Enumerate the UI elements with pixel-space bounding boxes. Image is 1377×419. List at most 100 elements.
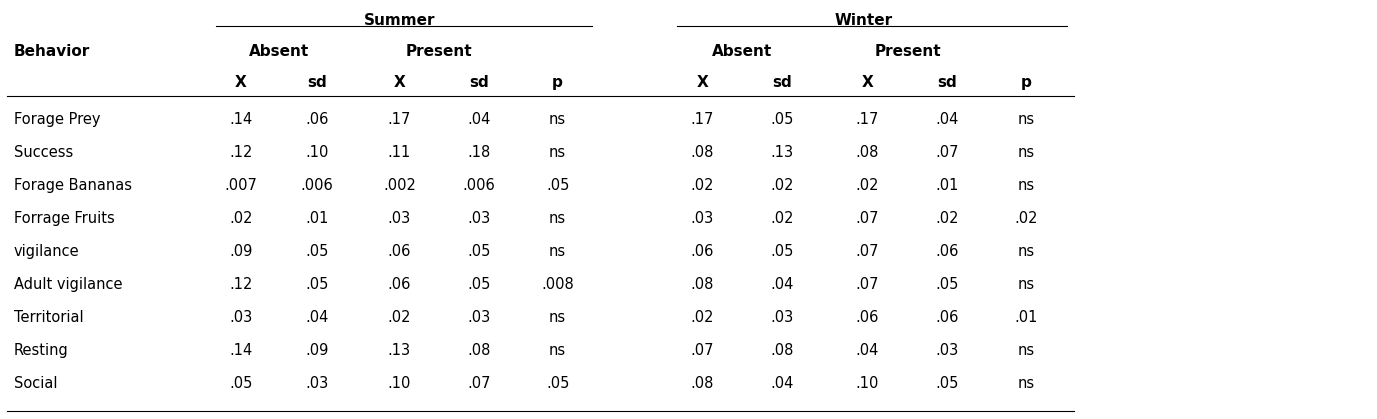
Text: .01: .01 [306,211,328,226]
Text: p: p [1020,75,1031,90]
Text: .12: .12 [230,145,252,160]
Text: .10: .10 [388,376,410,391]
Text: .002: .002 [383,178,416,193]
Text: .06: .06 [388,277,410,292]
Text: .09: .09 [230,244,252,259]
Text: .05: .05 [306,277,328,292]
Text: Success: Success [14,145,73,160]
Text: .04: .04 [306,310,328,325]
Text: ns: ns [549,112,566,127]
Text: ns: ns [549,145,566,160]
Text: sd: sd [938,75,957,90]
Text: Winter: Winter [834,13,894,28]
Text: ns: ns [1018,178,1034,193]
Text: X: X [235,75,246,90]
Text: .14: .14 [230,343,252,358]
Text: .08: .08 [691,376,713,391]
Text: ns: ns [1018,145,1034,160]
Text: .03: .03 [230,310,252,325]
Text: .006: .006 [463,178,496,193]
Text: .02: .02 [1013,211,1038,226]
Text: .07: .07 [935,145,960,160]
Text: .03: .03 [771,310,793,325]
Text: .11: .11 [388,145,410,160]
Text: .04: .04 [856,343,879,358]
Text: .05: .05 [306,244,328,259]
Text: X: X [394,75,405,90]
Text: ns: ns [1018,277,1034,292]
Text: .13: .13 [388,343,410,358]
Text: .04: .04 [771,376,793,391]
Text: p: p [552,75,563,90]
Text: .18: .18 [468,145,490,160]
Text: ns: ns [549,244,566,259]
Text: Absent: Absent [249,44,308,59]
Text: .008: .008 [541,277,574,292]
Text: ns: ns [1018,343,1034,358]
Text: X: X [862,75,873,90]
Text: .10: .10 [306,145,328,160]
Text: .07: .07 [690,343,715,358]
Text: sd: sd [772,75,792,90]
Text: .02: .02 [770,211,795,226]
Text: .03: .03 [936,343,958,358]
Text: .08: .08 [771,343,793,358]
Text: .10: .10 [856,376,879,391]
Text: .04: .04 [468,112,490,127]
Text: .06: .06 [856,310,879,325]
Text: vigilance: vigilance [14,244,80,259]
Text: .05: .05 [771,112,793,127]
Text: ns: ns [1018,112,1034,127]
Text: sd: sd [470,75,489,90]
Text: sd: sd [307,75,326,90]
Text: .04: .04 [936,112,958,127]
Text: .02: .02 [770,178,795,193]
Text: .02: .02 [690,310,715,325]
Text: .07: .07 [855,277,880,292]
Text: .17: .17 [691,112,713,127]
Text: .01: .01 [1015,310,1037,325]
Text: .08: .08 [691,277,713,292]
Text: .02: .02 [935,211,960,226]
Text: Social: Social [14,376,58,391]
Text: .07: .07 [467,376,492,391]
Text: X: X [697,75,708,90]
Text: .05: .05 [547,376,569,391]
Text: .03: .03 [306,376,328,391]
Text: Summer: Summer [364,13,435,28]
Text: .006: .006 [300,178,333,193]
Text: .13: .13 [771,145,793,160]
Text: .14: .14 [230,112,252,127]
Text: Forrage Fruits: Forrage Fruits [14,211,114,226]
Text: .06: .06 [388,244,410,259]
Text: .02: .02 [690,178,715,193]
Text: Present: Present [874,44,940,59]
Text: .05: .05 [468,277,490,292]
Text: ns: ns [549,211,566,226]
Text: Present: Present [406,44,472,59]
Text: .17: .17 [388,112,410,127]
Text: .007: .007 [224,178,257,193]
Text: Forage Bananas: Forage Bananas [14,178,132,193]
Text: .05: .05 [468,244,490,259]
Text: .08: .08 [691,145,713,160]
Text: .08: .08 [468,343,490,358]
Text: ns: ns [549,310,566,325]
Text: Behavior: Behavior [14,44,90,59]
Text: .08: .08 [856,145,879,160]
Text: .17: .17 [856,112,879,127]
Text: .05: .05 [936,376,958,391]
Text: ns: ns [1018,244,1034,259]
Text: Territorial: Territorial [14,310,84,325]
Text: .02: .02 [855,178,880,193]
Text: ns: ns [549,343,566,358]
Text: .02: .02 [387,310,412,325]
Text: .07: .07 [855,211,880,226]
Text: Absent: Absent [712,44,772,59]
Text: .05: .05 [771,244,793,259]
Text: Resting: Resting [14,343,69,358]
Text: .06: .06 [936,310,958,325]
Text: .06: .06 [306,112,328,127]
Text: .09: .09 [306,343,328,358]
Text: .07: .07 [855,244,880,259]
